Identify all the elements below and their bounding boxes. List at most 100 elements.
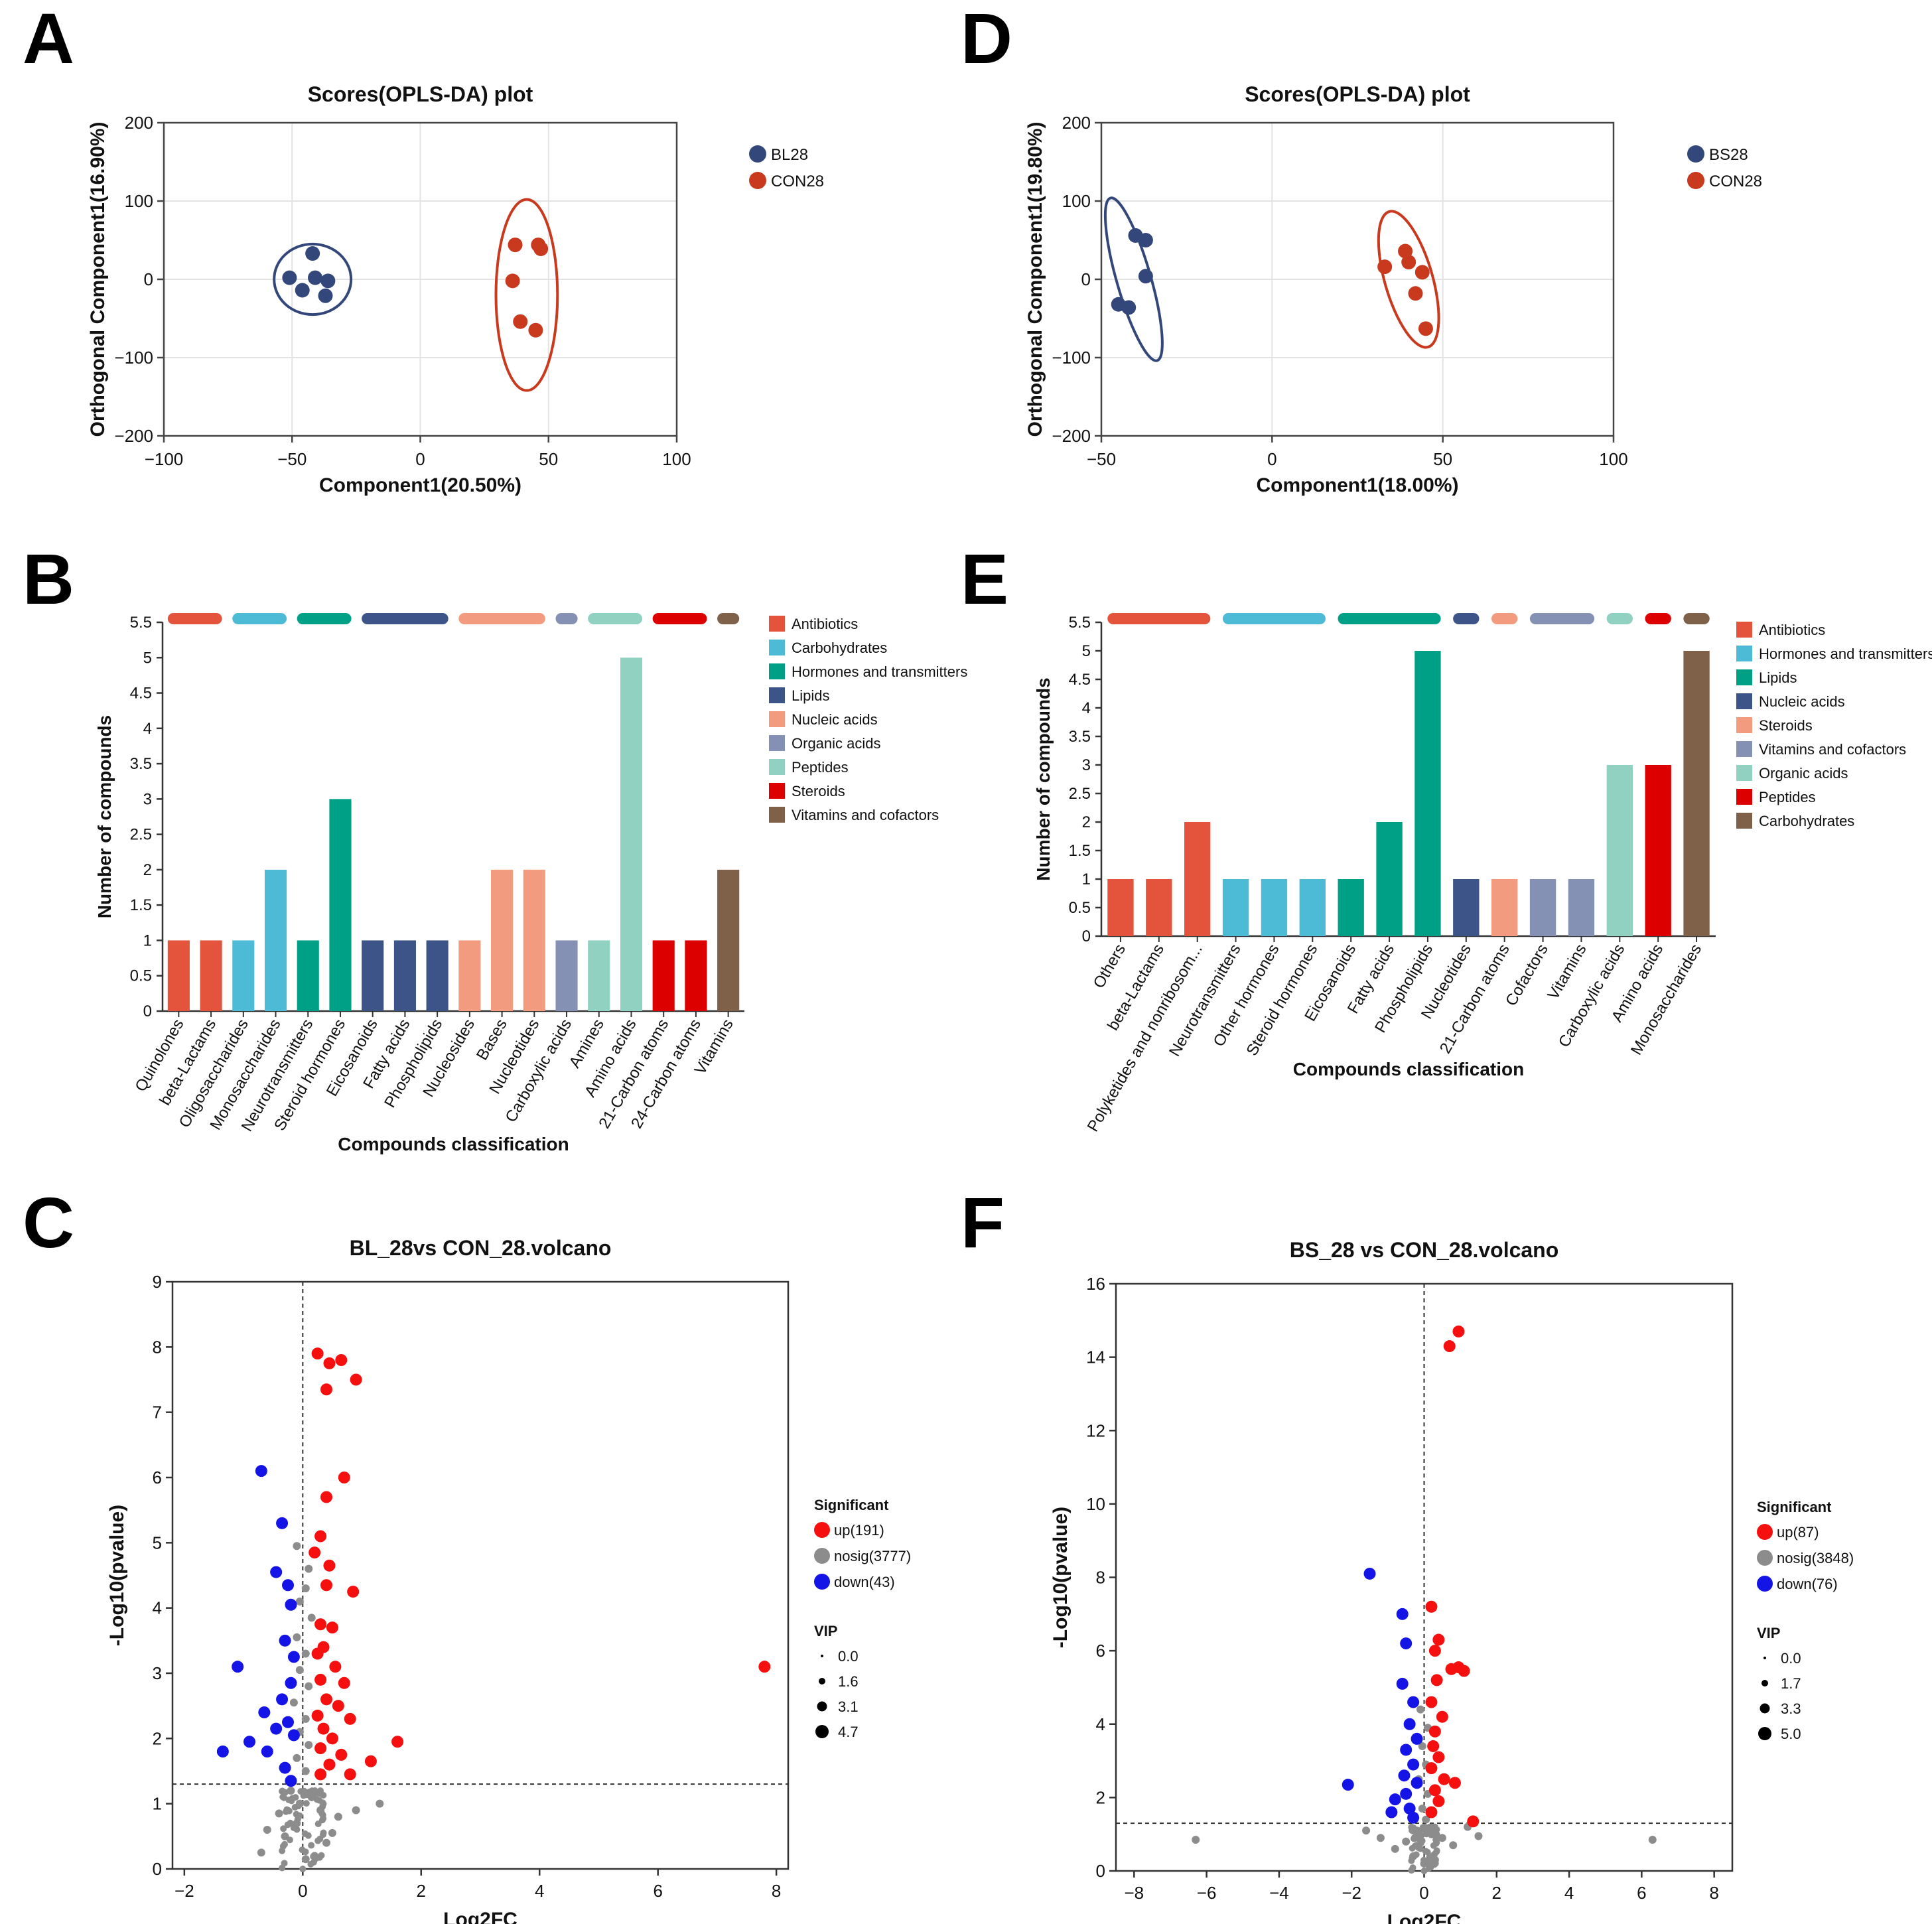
x-tick-label: 2 — [1492, 1883, 1501, 1903]
bar-Amino acids — [620, 657, 643, 1011]
point-nosig — [287, 1819, 294, 1826]
plot-frame — [171, 1280, 790, 1870]
point-up — [1452, 1325, 1465, 1338]
bar-Amines — [588, 940, 610, 1011]
point-up — [1467, 1815, 1480, 1828]
panel-label-f: F — [961, 1182, 1004, 1263]
confidence-ellipse-CON28 — [494, 198, 559, 392]
point-nosig — [1411, 1835, 1418, 1842]
point-nosig — [1418, 1837, 1426, 1844]
bar-Eicosanoids — [1338, 879, 1364, 936]
legend-label: down(43) — [834, 1574, 895, 1590]
point-nosig — [1449, 1841, 1458, 1850]
point-nosig — [306, 1788, 313, 1795]
vip-size-marker — [1758, 1727, 1771, 1740]
point-nosig — [1418, 1804, 1426, 1813]
point-nosig — [295, 1666, 304, 1675]
point-nosig — [1432, 1836, 1440, 1844]
point-up — [758, 1661, 771, 1673]
point-nosig — [289, 1698, 298, 1707]
point-nosig — [1414, 1828, 1422, 1835]
legend-label: down(76) — [1777, 1576, 1838, 1592]
bar-Fatty acids — [1376, 822, 1403, 936]
y-tick-label: 5 — [143, 649, 152, 667]
vip-size-marker — [1760, 1703, 1770, 1714]
point-up — [314, 1530, 327, 1543]
point-nosig — [317, 1790, 324, 1797]
x-tick-label: −2 — [1342, 1883, 1361, 1903]
chart-d-opls-da: −50 0 50 100 −200 −100 0 100 200 Scores(OPLS-DA) … — [1024, 82, 1762, 496]
data-point-CON28 — [1377, 259, 1393, 275]
y-axis-label: Orthogonal Component1(16.90%) — [87, 121, 109, 437]
point-up — [1432, 1633, 1445, 1646]
bar-Amino acids — [1645, 765, 1671, 936]
y-tick-label: 200 — [125, 113, 153, 133]
bar-Carboxylic acids — [555, 940, 578, 1011]
group-strip — [1645, 613, 1671, 624]
point-up — [323, 1357, 336, 1369]
legend-label: BS28 — [1709, 146, 1748, 164]
y-tick-label: 4.5 — [1069, 671, 1091, 689]
point-nosig — [280, 1825, 287, 1832]
y-tick-label: 0 — [1082, 928, 1091, 945]
point-down — [282, 1716, 294, 1728]
legend-label: nosig(3777) — [834, 1548, 911, 1564]
point-up — [311, 1709, 324, 1722]
vip-label: 5.0 — [1781, 1726, 1801, 1742]
data-point-CON28 — [505, 273, 520, 289]
x-tick-label: 100 — [1599, 449, 1627, 469]
point-up — [311, 1347, 324, 1360]
point-down — [1400, 1637, 1413, 1650]
point-down — [270, 1566, 283, 1578]
legend-swatch — [769, 640, 785, 655]
bar-21-Carbon atoms — [652, 940, 675, 1011]
panel-labels: A D B E C F — [23, 0, 1012, 1263]
y-tick-label: 10 — [1086, 1494, 1105, 1514]
y-tick-label: 5.5 — [1069, 614, 1091, 632]
bar-Other hormones — [1261, 879, 1288, 936]
point-down — [1398, 1769, 1411, 1782]
point-up — [1428, 1725, 1441, 1738]
data-point-BL28 — [295, 283, 310, 298]
point-up — [320, 1579, 332, 1592]
bar-Phospholipids — [426, 940, 448, 1011]
point-down — [1363, 1567, 1376, 1580]
x-axis-label: Component1(20.50%) — [319, 474, 521, 496]
legend-swatch — [769, 687, 785, 703]
vip-size-marker — [821, 1655, 823, 1657]
point-down — [243, 1736, 255, 1748]
point-up — [332, 1700, 344, 1712]
legend-label: Lipids — [792, 687, 829, 704]
point-down — [1411, 1732, 1423, 1745]
point-nosig — [289, 1795, 296, 1802]
y-tick-label: 16 — [1086, 1274, 1105, 1294]
point-nosig — [1424, 1824, 1432, 1831]
point-down — [1411, 1777, 1423, 1789]
vip-size-marker — [817, 1701, 827, 1712]
vip-label: 0.0 — [1781, 1650, 1801, 1667]
x-tick-label: 4 — [1564, 1883, 1574, 1903]
confidence-ellipse-CON28 — [1377, 210, 1440, 349]
y-tick-label: 2.5 — [130, 826, 152, 844]
point-nosig — [257, 1848, 265, 1857]
panel-label-b: B — [23, 539, 74, 619]
point-up — [338, 1472, 350, 1483]
x-tick-label: −50 — [277, 449, 307, 469]
data-point-CON28 — [1408, 286, 1423, 301]
point-nosig — [1416, 1705, 1425, 1714]
group-strip — [167, 613, 222, 624]
point-nosig — [352, 1806, 360, 1815]
y-tick-label: 4.5 — [130, 685, 152, 703]
point-down — [216, 1746, 229, 1757]
point-nosig — [1433, 1847, 1440, 1854]
category-label: Others — [1090, 941, 1129, 992]
data-point-CON28 — [533, 241, 549, 256]
point-up — [1427, 1740, 1440, 1752]
group-strip — [1683, 613, 1710, 624]
point-nosig — [1391, 1844, 1399, 1853]
legend-label: Vitamins and cofactors — [792, 807, 939, 823]
legend-swatch — [769, 711, 785, 727]
bar-Nucleotides — [523, 869, 545, 1011]
y-tick-label: 0.5 — [1069, 899, 1091, 917]
point-up — [1425, 1696, 1438, 1708]
